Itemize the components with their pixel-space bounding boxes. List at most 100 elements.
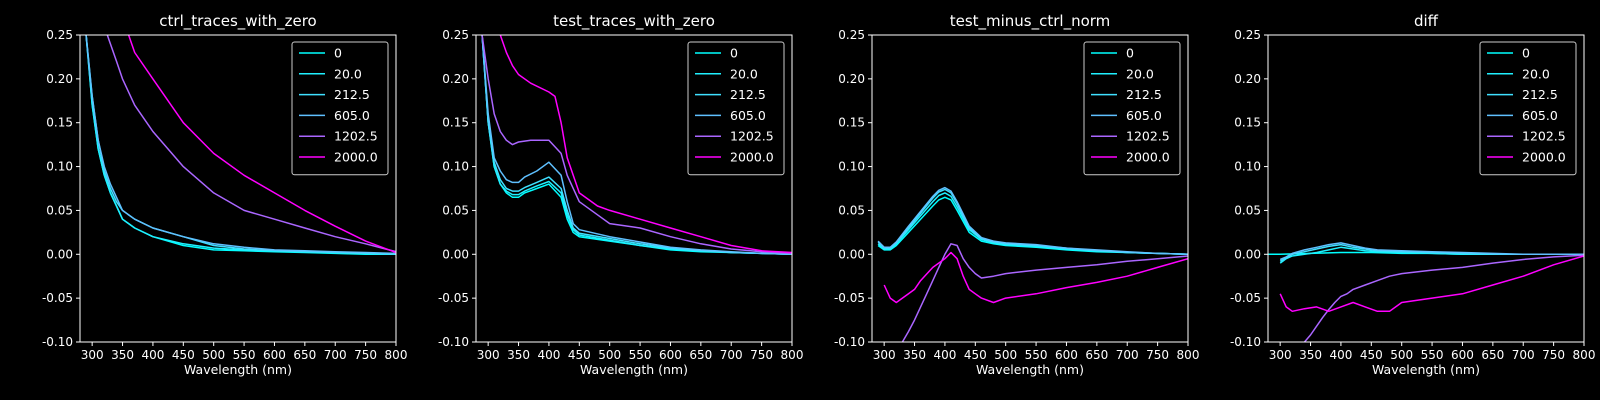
series-line-6 — [499, 35, 792, 254]
x-tick-label: 750 — [1146, 348, 1169, 362]
x-tick-label: 650 — [1481, 348, 1504, 362]
y-tick-label: 0.25 — [838, 28, 865, 42]
legend-entry: 1202.5 — [334, 129, 378, 144]
x-tick-label: 400 — [141, 348, 164, 362]
y-tick-label: 0.25 — [1234, 28, 1261, 42]
x-tick-label: 400 — [537, 348, 560, 362]
x-tick-label: 300 — [477, 348, 500, 362]
series-line-4 — [877, 186, 1188, 256]
x-tick-label: 600 — [1055, 348, 1078, 362]
y-tick-label: 0.15 — [46, 116, 73, 130]
legend-entry: 1202.5 — [730, 129, 774, 144]
x-axis-label: Wavelength (nm) — [184, 362, 292, 377]
x-tick-label: 450 — [568, 348, 591, 362]
x-tick-label: 600 — [1451, 348, 1474, 362]
x-tick-label: 700 — [324, 348, 347, 362]
y-tick-label: 0.00 — [1234, 247, 1261, 261]
y-tick-label: 0.00 — [838, 247, 865, 261]
x-tick-label: 750 — [354, 348, 377, 362]
series-lines — [1268, 242, 1584, 342]
legend-entry: 605.0 — [730, 108, 766, 123]
series-line-4 — [481, 35, 792, 256]
y-tick-label: -0.05 — [42, 291, 73, 305]
y-tick-label: 0.05 — [838, 203, 865, 217]
x-tick-label: 550 — [233, 348, 256, 362]
x-tick-label: 500 — [994, 348, 1017, 362]
legend-entry: 212.5 — [334, 87, 370, 102]
x-tick-label: 650 — [689, 348, 712, 362]
x-tick-label: 750 — [750, 348, 773, 362]
x-tick-label: 500 — [202, 348, 225, 362]
x-tick-label: 350 — [903, 348, 926, 362]
x-tick-label: 700 — [1512, 348, 1535, 362]
series-line-1 — [877, 196, 1188, 256]
y-tick-label: 0.10 — [1234, 160, 1261, 174]
axes-frame — [871, 34, 1189, 343]
series-line-4 — [1279, 242, 1584, 261]
legend-entry: 212.5 — [1522, 87, 1558, 102]
series-line-5 — [1303, 254, 1584, 342]
chart-title: ctrl_traces_with_zero — [159, 12, 316, 31]
legend: 0 20.0 212.5 605.0 1202.5 2000.0 — [687, 41, 785, 176]
y-tick-label: 0.00 — [46, 247, 73, 261]
legend-entry: 1202.5 — [1522, 129, 1566, 144]
x-tick-label: 650 — [293, 348, 316, 362]
subplot-3: 300 350 400 450 500 550 600 650 700 750 800 -0.10 -0… — [834, 12, 1200, 377]
x-tick-label: 350 — [111, 348, 134, 362]
legend: 0 20.0 212.5 605.0 1202.5 2000.0 — [291, 41, 389, 176]
x-tick-label: 550 — [1421, 348, 1444, 362]
x-tick-label: 450 — [1360, 348, 1383, 362]
y-tick-label: 0.25 — [46, 28, 73, 42]
x-tick-label: 500 — [598, 348, 621, 362]
axes-frame — [79, 34, 397, 343]
y-tick-label: 0.10 — [46, 160, 73, 174]
y-tick-label: 0.20 — [46, 72, 73, 86]
y-tick-label: -0.10 — [834, 335, 865, 349]
y-tick-label: -0.05 — [438, 291, 469, 305]
subplot-2: 300 350 400 450 500 550 600 650 700 750 800 -0.10 -0… — [438, 12, 804, 377]
y-tick-label: 0.15 — [442, 116, 469, 130]
x-tick-label: 650 — [1085, 348, 1108, 362]
legend: 0 20.0 212.5 605.0 1202.5 2000.0 — [1479, 41, 1577, 176]
y-tick-label: 0.25 — [442, 28, 469, 42]
legend-frame — [291, 41, 389, 176]
y-tick-label: -0.10 — [42, 335, 73, 349]
chart-title: test_traces_with_zero — [553, 12, 715, 31]
series-line-6 — [127, 35, 396, 254]
y-tick-label: 0.00 — [442, 247, 469, 261]
subplot-4: 300 350 400 450 500 550 600 650 700 750 800 -0.10 -0… — [1230, 12, 1596, 377]
x-tick-label: 600 — [263, 348, 286, 362]
x-tick-label: 300 — [873, 348, 896, 362]
x-tick-label: 450 — [172, 348, 195, 362]
axes-frame — [1267, 34, 1585, 343]
legend-entry: 2000.0 — [1522, 150, 1566, 165]
legend-entry: 2000.0 — [334, 150, 378, 165]
x-tick-label: 300 — [81, 348, 104, 362]
y-tick-label: 0.05 — [1234, 203, 1261, 217]
legend-entry: 0 — [1126, 46, 1134, 61]
legend-entry: 20.0 — [334, 66, 362, 81]
legend-entry: 0 — [334, 46, 342, 61]
series-lines — [85, 35, 396, 256]
y-tick-label: 0.20 — [1234, 72, 1261, 86]
series-line-5 — [481, 35, 792, 255]
legend-entry: 605.0 — [1522, 108, 1558, 123]
y-tick-label: 0.10 — [838, 160, 865, 174]
y-tick-label: -0.10 — [438, 335, 469, 349]
x-tick-label: 550 — [1025, 348, 1048, 362]
y-tick-label: 0.15 — [838, 116, 865, 130]
x-tick-label: 800 — [781, 348, 804, 362]
y-tick-label: 0.15 — [1234, 116, 1261, 130]
y-tick-label: 0.20 — [838, 72, 865, 86]
series-line-6 — [1279, 255, 1584, 313]
chart-title: diff — [1414, 12, 1439, 30]
series-line-4 — [85, 35, 396, 255]
series-line-5 — [901, 243, 1188, 342]
y-tick-label: 0.10 — [442, 160, 469, 174]
series-line-5 — [106, 35, 396, 253]
axes-frame — [475, 34, 793, 343]
series-lines — [481, 35, 792, 256]
x-tick-label: 550 — [629, 348, 652, 362]
series-line-3 — [481, 35, 792, 256]
